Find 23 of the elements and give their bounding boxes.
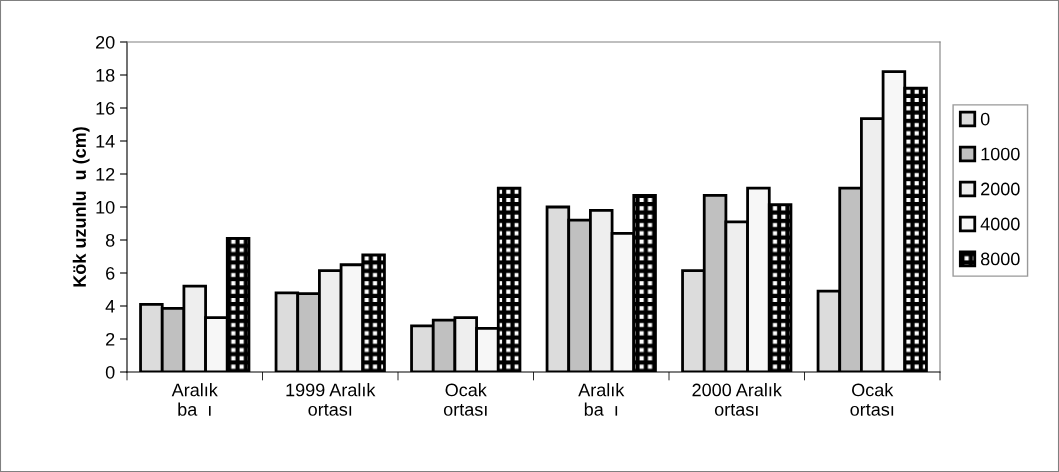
y-tick-label: 14	[96, 135, 115, 148]
legend-label: 8000	[980, 252, 1020, 266]
x-tick-label: Ocak ortası	[850, 383, 894, 416]
x-tick-label: 1999 Aralık ortası	[286, 383, 376, 416]
y-tick-label: 2	[106, 332, 115, 346]
y-tick-label: 12	[96, 167, 115, 181]
y-tick-label: 16	[96, 101, 115, 115]
y-tick-label: 20	[96, 35, 115, 49]
y-tick-label: 6	[106, 266, 115, 280]
y-tick-label: 18	[96, 68, 115, 82]
x-tick-label: Aralık ba ı	[578, 383, 625, 416]
legend-label: 4000	[980, 217, 1020, 231]
y-tick-label: 8	[105, 233, 115, 247]
legend-label: 1000	[981, 147, 1020, 161]
legend-label: 2000	[981, 182, 1020, 196]
x-tick-label: Aralık ba ı	[171, 383, 218, 416]
y-tick-label: 10	[96, 200, 115, 214]
y-axis-title: Kök uzunlu u (cm)	[72, 127, 90, 287]
legend-label: 0	[980, 112, 990, 126]
y-tick-label: 4	[105, 300, 115, 313]
y-tick-label: 0	[105, 365, 115, 379]
x-tick-label: Ocak ortası	[443, 383, 487, 416]
x-tick-label: 2000 Aralık ortası	[692, 383, 782, 416]
